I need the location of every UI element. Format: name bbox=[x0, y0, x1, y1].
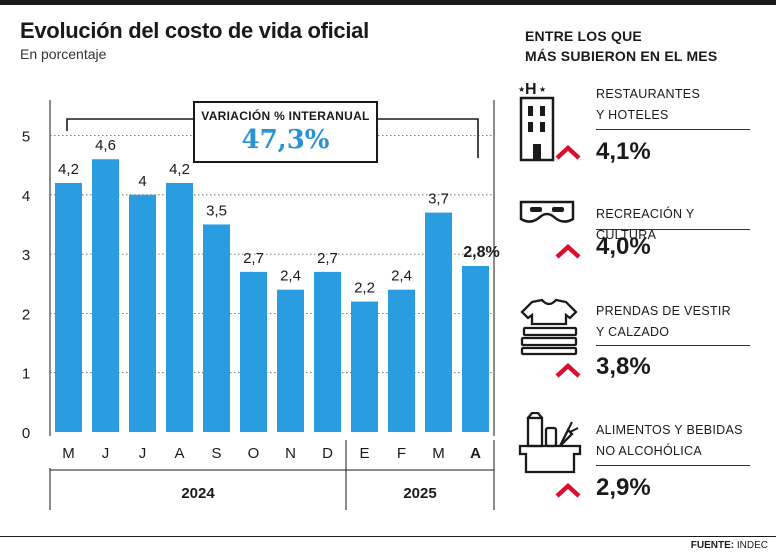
x-tick-label: A bbox=[174, 445, 184, 462]
x-tick-label: E bbox=[359, 445, 369, 462]
category-value: 3,8% bbox=[596, 353, 651, 380]
groceries-icon bbox=[518, 412, 582, 474]
category-label: PRENDAS DE VESTIR Y CALZADO bbox=[596, 304, 731, 339]
x-tick-label: F bbox=[397, 445, 406, 462]
up-arrow-icon bbox=[555, 482, 581, 498]
bar-value-label: 2,4 bbox=[391, 268, 412, 285]
bar bbox=[314, 271, 341, 432]
x-tick-label: M bbox=[432, 445, 445, 462]
source-value: INDEC bbox=[736, 540, 768, 551]
y-tick-label: 0 bbox=[22, 425, 30, 442]
bar-value-label: 3,5 bbox=[206, 202, 227, 219]
category-value: 2,9% bbox=[596, 474, 651, 501]
bar-value-label: 2,2 bbox=[354, 280, 375, 297]
y-tick-label: 2 bbox=[22, 306, 30, 323]
source-note: FUENTE: INDEC bbox=[691, 540, 768, 551]
category-restaurants: H ★ ★ RESTAURANTES Y HOTELES 4,1% bbox=[518, 80, 758, 180]
category-divider bbox=[596, 345, 750, 346]
x-tick-label: M bbox=[62, 445, 75, 462]
category-value: 4,0% bbox=[596, 233, 651, 260]
category-recreation: RECREACIÓN Y CULTURA 4,0% bbox=[518, 195, 758, 275]
bar bbox=[203, 224, 230, 432]
bar-value-label: 3,7 bbox=[428, 191, 449, 208]
bar-value-label: 4,2 bbox=[58, 161, 79, 178]
bar-value-label: 2,7 bbox=[317, 250, 338, 267]
y-tick-label: 4 bbox=[22, 188, 30, 205]
top-bar bbox=[0, 0, 776, 5]
chart-subtitle: En porcentaje bbox=[20, 46, 107, 62]
year-label: 2025 bbox=[403, 485, 436, 502]
x-tick-label: N bbox=[285, 445, 296, 462]
bar bbox=[277, 289, 304, 432]
bracket-left bbox=[66, 118, 193, 131]
x-tick-label: S bbox=[211, 445, 221, 462]
bar bbox=[166, 182, 193, 432]
svg-text:★: ★ bbox=[539, 85, 546, 94]
bar bbox=[351, 301, 378, 432]
x-tick-label: A bbox=[470, 445, 481, 462]
interannual-box: VARIACIÓN % INTERANUAL 47,3% bbox=[193, 101, 378, 163]
category-label: ALIMENTOS Y BEBIDAS NO ALCOHÓLICA bbox=[596, 423, 743, 458]
svg-text:H: H bbox=[525, 81, 537, 98]
interannual-label: VARIACIÓN % INTERANUAL bbox=[201, 109, 370, 123]
category-divider bbox=[596, 465, 750, 466]
x-tick-label: J bbox=[139, 445, 147, 462]
bar-value-label: 2,4 bbox=[280, 268, 301, 285]
sidebar-title: ENTRE LOS QUE MÁS SUBIERON EN EL MES bbox=[525, 26, 717, 66]
year-label: 2024 bbox=[181, 485, 215, 502]
y-tick-label: 3 bbox=[22, 247, 30, 264]
category-divider bbox=[596, 129, 750, 130]
category-divider bbox=[596, 229, 750, 230]
up-arrow-icon bbox=[555, 362, 581, 378]
bar-chart: 0 1 2 3 4 5 4,2 M 4,6 J 4 J 4,2 A 3,5 S 2,7 O 2,4 N 2,7 D 2,2 E… bbox=[22, 100, 500, 510]
svg-text:★: ★ bbox=[518, 85, 525, 94]
category-label: RESTAURANTES Y HOTELES bbox=[596, 87, 701, 122]
clothes-icon bbox=[520, 298, 578, 356]
sidebar-title-line2: MÁS SUBIERON EN EL MES bbox=[525, 48, 718, 64]
category-label: RECREACIÓN Y CULTURA bbox=[596, 207, 695, 242]
bar-value-label: 4 bbox=[138, 173, 146, 190]
x-tick-label: J bbox=[102, 445, 110, 462]
bar bbox=[240, 271, 267, 432]
footer-divider bbox=[0, 536, 776, 537]
up-arrow-icon bbox=[555, 144, 581, 160]
bar-value-label: 4,2 bbox=[169, 161, 190, 178]
category-food: ALIMENTOS Y BEBIDAS NO ALCOHÓLICA 2,9% bbox=[518, 412, 758, 507]
y-tick-label: 1 bbox=[22, 366, 30, 383]
bracket-right bbox=[378, 118, 479, 158]
x-tick-label: O bbox=[248, 445, 260, 462]
bar-value-label: 4,6 bbox=[95, 137, 116, 154]
up-arrow-icon bbox=[555, 243, 581, 259]
mask-icon bbox=[519, 200, 575, 223]
category-value: 4,1% bbox=[596, 138, 651, 165]
chart-title: Evolución del costo de vida oficial bbox=[20, 18, 369, 43]
category-clothing: PRENDAS DE VESTIR Y CALZADO 3,8% bbox=[518, 298, 758, 388]
sidebar-title-line1: ENTRE LOS QUE bbox=[525, 28, 642, 44]
bar bbox=[92, 159, 119, 432]
bar-value-label: 2,8% bbox=[463, 244, 499, 261]
hotel-icon: H ★ ★ bbox=[518, 81, 555, 162]
x-tick-label: D bbox=[322, 445, 333, 462]
source-label: FUENTE: bbox=[690, 540, 735, 551]
bar-value-label: 2,7 bbox=[243, 250, 264, 267]
bar bbox=[425, 212, 452, 432]
bar bbox=[129, 194, 156, 432]
bar bbox=[462, 265, 489, 432]
bar bbox=[55, 182, 82, 432]
y-tick-label: 5 bbox=[22, 129, 30, 146]
interannual-value: 47,3% bbox=[241, 125, 330, 155]
bar bbox=[388, 289, 415, 432]
